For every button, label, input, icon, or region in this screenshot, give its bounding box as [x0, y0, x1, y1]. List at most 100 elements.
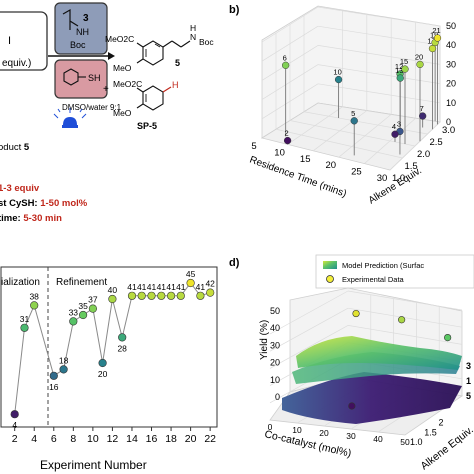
- panel-d-zlabel: Yield (%): [259, 320, 270, 360]
- panel-b-point-label: 2: [285, 129, 289, 138]
- panel-c-point: [167, 291, 176, 300]
- panel-b-point: [433, 34, 442, 42]
- phase-label-init: ialization: [1, 277, 40, 288]
- reagent-box-1: [0, 11, 48, 71]
- panel-b-x-tick-label: 20: [326, 160, 337, 171]
- panel-c-point-label: 18: [59, 355, 69, 365]
- panel-c-point: [59, 365, 68, 374]
- panel-b-x-tick-label: 30: [377, 173, 388, 184]
- panel-c-point-label: 41: [166, 282, 176, 292]
- panel-b-x-tick-label: 25: [351, 167, 362, 178]
- panel-c-point: [127, 291, 137, 300]
- panel-c-point-label: 41: [196, 282, 206, 292]
- panel-a-scheme: I equiv.) 3 NH Boc SH DMSO/water 9:1: [0, 2, 214, 224]
- panel-b-point-label: 17: [427, 37, 435, 46]
- product-caption: oduct 5: [0, 142, 30, 153]
- panel-c-point: [78, 310, 88, 320]
- panel-d-z-tick-label: 30: [270, 340, 280, 350]
- product-h: H: [190, 23, 196, 33]
- panel-c-x-tick-label: 22: [204, 433, 216, 445]
- panel-c-x-ticks: 2 4 6 8 10 12 14 16 18 20 22: [12, 427, 216, 445]
- panel-d: d) Model Prediction (Surfac Experimental…: [229, 254, 474, 472]
- panel-b-point-label: 13: [395, 66, 403, 75]
- vinyl-bond: [62, 8, 79, 30]
- panel-b-point-label: 6: [283, 53, 287, 62]
- panel-d-xlabel: Co-catalyst (mol%): [263, 428, 352, 460]
- panel-b-stems: [285, 38, 438, 156]
- panel-d-z-tick-label: 50: [270, 306, 280, 316]
- side-product-label: SP-5: [137, 121, 157, 131]
- panel-c-point: [147, 291, 156, 300]
- panel-b-point: [283, 136, 292, 145]
- cyclohexyl-ring: [63, 68, 79, 86]
- product-ester: MeO2C: [105, 34, 134, 44]
- legend-point-marker: [326, 275, 334, 283]
- panel-c-x-tick-label: 14: [126, 433, 138, 445]
- panel-c-point-label: 40: [108, 285, 118, 295]
- panel-d-y-ticks: 1.01.52: [410, 418, 444, 448]
- panel-c-point: [49, 371, 58, 380]
- panel-c-point: [137, 291, 146, 300]
- panel-b-z-tick-label: 10: [446, 98, 456, 108]
- panel-c-point: [157, 291, 166, 300]
- panel-d-z-tick-label: 0: [275, 392, 280, 402]
- panel-c-point: [196, 291, 205, 300]
- panel-b-point: [416, 60, 424, 69]
- panel-d-y-tick-label: 2: [439, 418, 444, 428]
- panel-d-right-label-1: 3: [466, 361, 471, 371]
- panel-c-points: [10, 278, 215, 419]
- panel-c-point-label: 31: [20, 314, 30, 324]
- panel-c-point: [30, 301, 39, 310]
- panel-d-z-tick-label: 40: [270, 323, 280, 333]
- alkene-box: [54, 2, 108, 55]
- panel-c-point: [69, 317, 78, 326]
- panel-d-y-tick-label: 1.5: [424, 427, 437, 437]
- product-number: 5: [175, 58, 180, 68]
- product-methoxy: MeO: [113, 63, 132, 73]
- side-product-methoxy: MeO: [113, 108, 132, 118]
- panel-d-x-tick-label: 20: [319, 428, 329, 438]
- panel-b-ylabel: Alkene Equiv.: [367, 165, 424, 206]
- reagent-box-1-bottom: equiv.): [2, 58, 31, 69]
- panel-b-z-tick-label: 20: [446, 79, 456, 89]
- panel-b-z-tick-label: 30: [446, 59, 456, 69]
- panel-d-z-tick-label: 10: [270, 375, 280, 385]
- panel-d-legend: [315, 254, 474, 289]
- panel-d-label: d): [229, 257, 240, 269]
- panel-c-x-tick-label: 16: [146, 433, 158, 445]
- panel-c-x-tick-label: 2: [12, 433, 18, 445]
- thiol-sh: SH: [88, 73, 101, 83]
- panel-b-point-label: 5: [351, 109, 355, 118]
- panel-c-point-label: 41: [147, 282, 157, 292]
- panel-c-point: [186, 278, 195, 288]
- panel-b-y-tick-label: 2.0: [417, 149, 430, 160]
- phase-label-refine: Refinement: [56, 277, 107, 288]
- panel-c-point: [108, 294, 117, 304]
- panel-b-point-label: 7: [420, 104, 424, 113]
- panel-b-y-ticks: 1.01.52.02.53.0: [392, 125, 455, 184]
- panel-c-point-label: 41: [137, 282, 147, 292]
- panel-c-point-label: 16: [49, 382, 59, 392]
- panel-b-point-label: 21: [432, 26, 440, 35]
- panel-c-point-label: 35: [78, 301, 88, 311]
- panel-c-point: [118, 333, 127, 342]
- panel-b-point-label: 20: [415, 52, 423, 61]
- panel-d-point: [348, 402, 356, 410]
- panel-d-y-tick-label: 1.0: [410, 437, 423, 447]
- panel-d-right-label-2: 1: [466, 376, 471, 386]
- reagent-box-1-top: I: [8, 35, 11, 47]
- panel-b-point: [391, 130, 399, 138]
- panel-b-z-tick-label: 40: [446, 40, 456, 50]
- panel-c-point: [98, 358, 107, 368]
- surface-bottom: [282, 372, 462, 424]
- panel-d-x-ticks: 0 10 20 30 40 50: [268, 422, 410, 447]
- panel-b-point-label: 15: [400, 57, 408, 66]
- panel-c-point-label: 41: [127, 282, 137, 292]
- panel-d-points: [348, 309, 452, 410]
- legend-surface-swatch: [323, 261, 337, 269]
